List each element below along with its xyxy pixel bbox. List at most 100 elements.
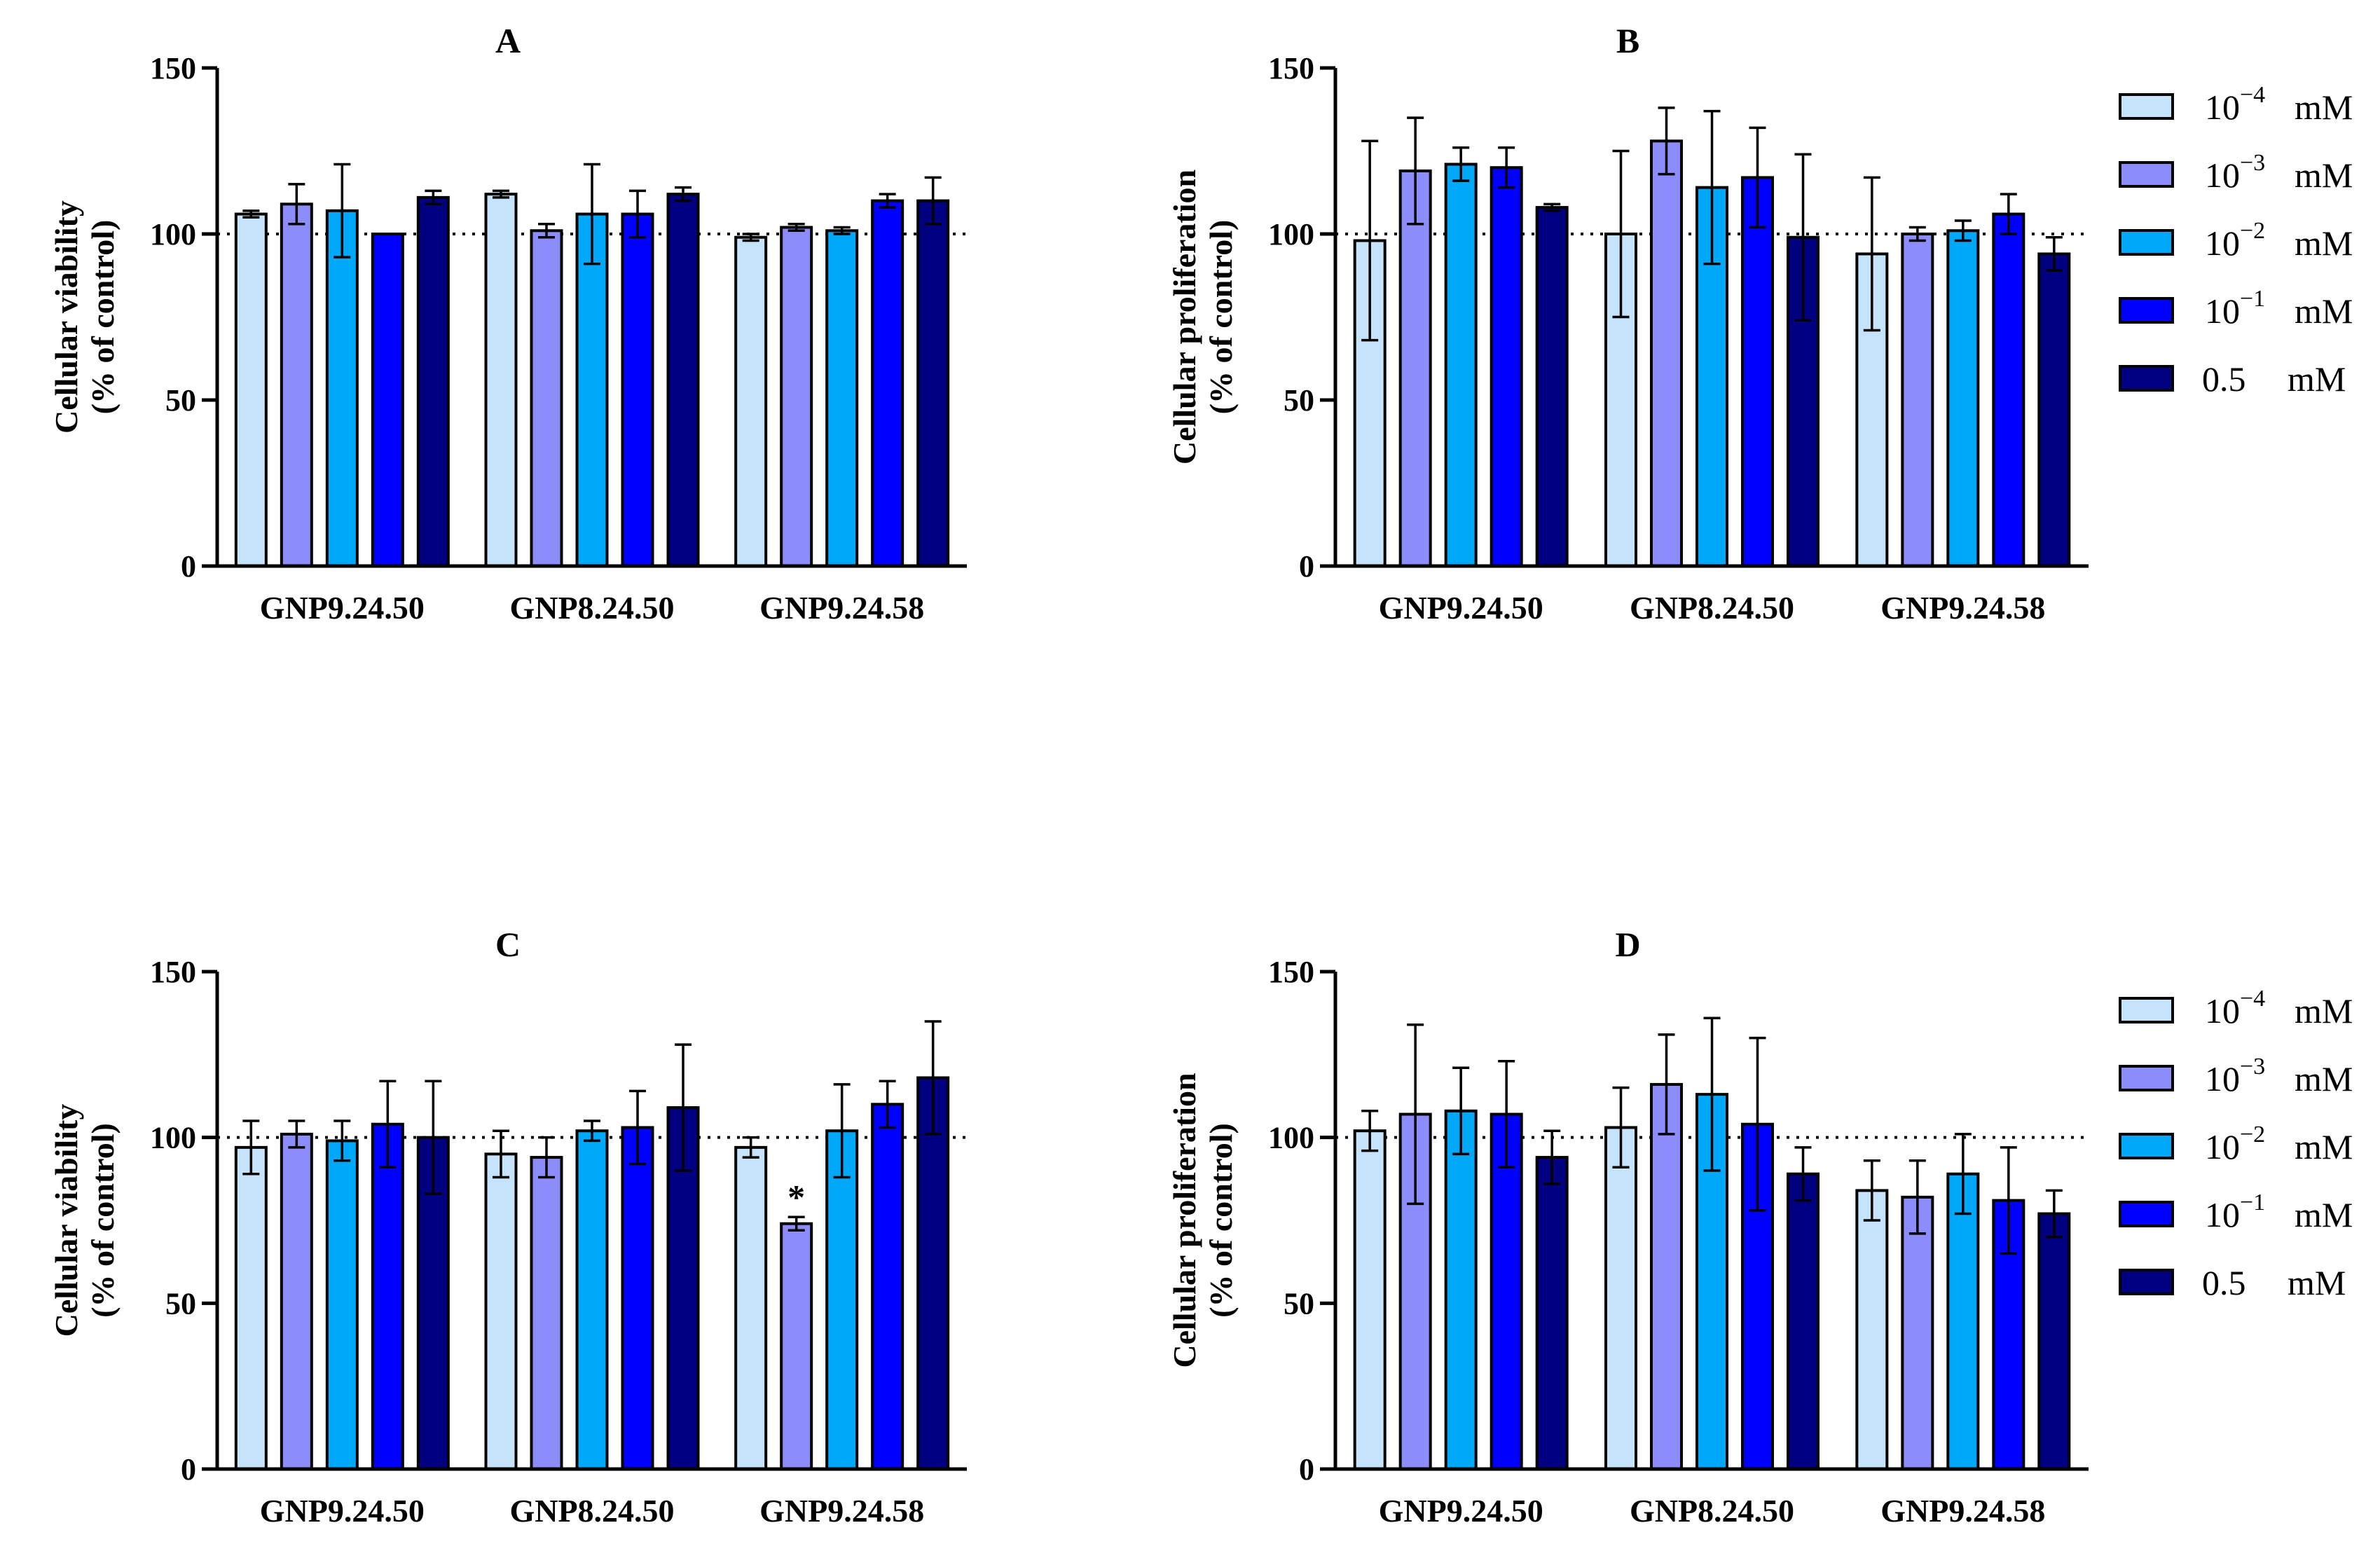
- y-tick-label: 150: [150, 955, 196, 989]
- bar: [530, 229, 563, 567]
- y-tick-label: 50: [165, 1286, 196, 1321]
- legend-label: 10−3 mM: [2205, 150, 2353, 195]
- x-tick-label: GNP9.24.58: [759, 590, 924, 626]
- bar: [575, 1129, 609, 1470]
- bar: [1787, 1172, 1820, 1470]
- x-tick-label: GNP9.24.58: [1880, 1493, 2045, 1529]
- bar: [1535, 1156, 1569, 1470]
- legend-exponent: −3: [2240, 1054, 2265, 1080]
- bar: [371, 233, 404, 567]
- bar: [530, 1156, 563, 1470]
- y-axis-label-line: (% of control): [1203, 1123, 1239, 1318]
- legend-swatch: [2119, 1133, 2174, 1159]
- y-tick-label: 100: [150, 1121, 196, 1155]
- legend-label: 10−2 mM: [2205, 218, 2353, 263]
- panel-title: C: [495, 925, 521, 964]
- bar: [825, 229, 859, 567]
- bar: [734, 1145, 768, 1471]
- bar: [280, 202, 313, 567]
- x-tick-label: GNP9.24.58: [759, 1493, 924, 1529]
- panel-title: A: [495, 21, 521, 60]
- legend-base: 0.5: [2202, 359, 2246, 399]
- legend-exponent: −2: [2240, 1122, 2265, 1147]
- x-tick-label: GNP9.24.50: [1379, 590, 1543, 626]
- bar: [1444, 163, 1478, 567]
- legend-base: 10: [2205, 1195, 2240, 1234]
- y-axis-label-line: Cellular viability: [48, 200, 84, 434]
- y-axis-label: Cellular viability(% of control): [48, 1104, 121, 1337]
- legend-base: 10: [2205, 88, 2240, 127]
- y-tick-label: 0: [1299, 549, 1314, 584]
- legend-swatch: [2119, 297, 2174, 324]
- bar: [2037, 252, 2071, 567]
- panel-title: D: [1615, 925, 1640, 964]
- legend-label: 10−2 mM: [2205, 1122, 2353, 1166]
- bar: [325, 1139, 359, 1471]
- legend-label: 10−1 mM: [2205, 1190, 2353, 1234]
- legend-unit: mM: [2288, 1263, 2346, 1302]
- legend-label: 0.5 mM: [2202, 1263, 2346, 1302]
- bar: [916, 199, 950, 568]
- bar: [621, 212, 654, 567]
- bar: [621, 1126, 654, 1470]
- legend-base: 10: [2205, 1127, 2240, 1166]
- bar: [234, 212, 268, 567]
- legend-base: 10: [2205, 156, 2240, 195]
- y-axis-label-line: (% of control): [1203, 220, 1239, 415]
- x-tick-label: GNP9.24.50: [260, 590, 425, 626]
- legend-swatch: [2119, 1269, 2174, 1295]
- legend-unit: mM: [2295, 1127, 2353, 1166]
- bar: [780, 1222, 813, 1470]
- bar: [1353, 1129, 1387, 1470]
- x-tick-label: GNP8.24.50: [509, 1493, 674, 1529]
- bar: [1741, 176, 1774, 568]
- y-tick-label: 100: [150, 217, 196, 251]
- legend-exponent: −4: [2240, 82, 2265, 108]
- bar: [1444, 1109, 1478, 1471]
- x-tick-label: GNP8.24.50: [509, 590, 674, 626]
- legend-unit: mM: [2295, 1059, 2353, 1098]
- legend-base: 10: [2205, 1059, 2240, 1098]
- legend-label: 0.5 mM: [2202, 359, 2346, 399]
- y-tick-label: 50: [165, 383, 196, 418]
- x-tick-label: GNP8.24.50: [1630, 1493, 1794, 1529]
- y-axis-label: Cellular proliferation(% of control): [1167, 1073, 1239, 1367]
- legend-exponent: −4: [2240, 986, 2265, 1012]
- significance-marker: *: [787, 1177, 805, 1216]
- chart-panel-d: D Cellular proliferation(% of control) GNP…: [1167, 925, 2353, 1529]
- bar: [484, 1152, 518, 1471]
- legend-swatch: [2119, 365, 2174, 392]
- legend-unit: mM: [2295, 991, 2353, 1031]
- bar: [1535, 206, 1569, 567]
- y-axis-label-line: (% of control): [85, 220, 121, 415]
- y-axis-label-line: Cellular proliferation: [1167, 170, 1202, 464]
- bar: [1398, 169, 1432, 567]
- bar: [666, 193, 700, 567]
- y-tick-label: 0: [1299, 1452, 1314, 1487]
- bar: [1604, 1126, 1637, 1470]
- legend-exponent: −1: [2240, 286, 2265, 312]
- legend-unit: mM: [2295, 88, 2353, 127]
- bar: [1992, 212, 2025, 567]
- x-tick-label: GNP9.24.58: [1880, 590, 2045, 626]
- legend-label: 10−4 mM: [2205, 986, 2353, 1031]
- y-tick-label: 150: [1268, 955, 1314, 989]
- legend-exponent: −1: [2240, 1190, 2265, 1215]
- bar: [484, 193, 518, 567]
- legend-base: 10: [2205, 291, 2240, 331]
- bar: [234, 1145, 268, 1471]
- legend-swatch: [2119, 161, 2174, 188]
- y-tick-label: 100: [1268, 217, 1314, 251]
- legend-base: 10: [2205, 991, 2240, 1031]
- legend-swatch: [2119, 1065, 2174, 1091]
- bar: [325, 209, 359, 567]
- legend-swatch: [2119, 229, 2174, 256]
- legend-unit: mM: [2295, 156, 2353, 195]
- y-axis-label: Cellular proliferation(% of control): [1167, 170, 1239, 464]
- bar: [2037, 1212, 2071, 1470]
- legend-label: 10−1 mM: [2205, 286, 2353, 331]
- x-tick-label: GNP9.24.50: [1379, 1493, 1543, 1529]
